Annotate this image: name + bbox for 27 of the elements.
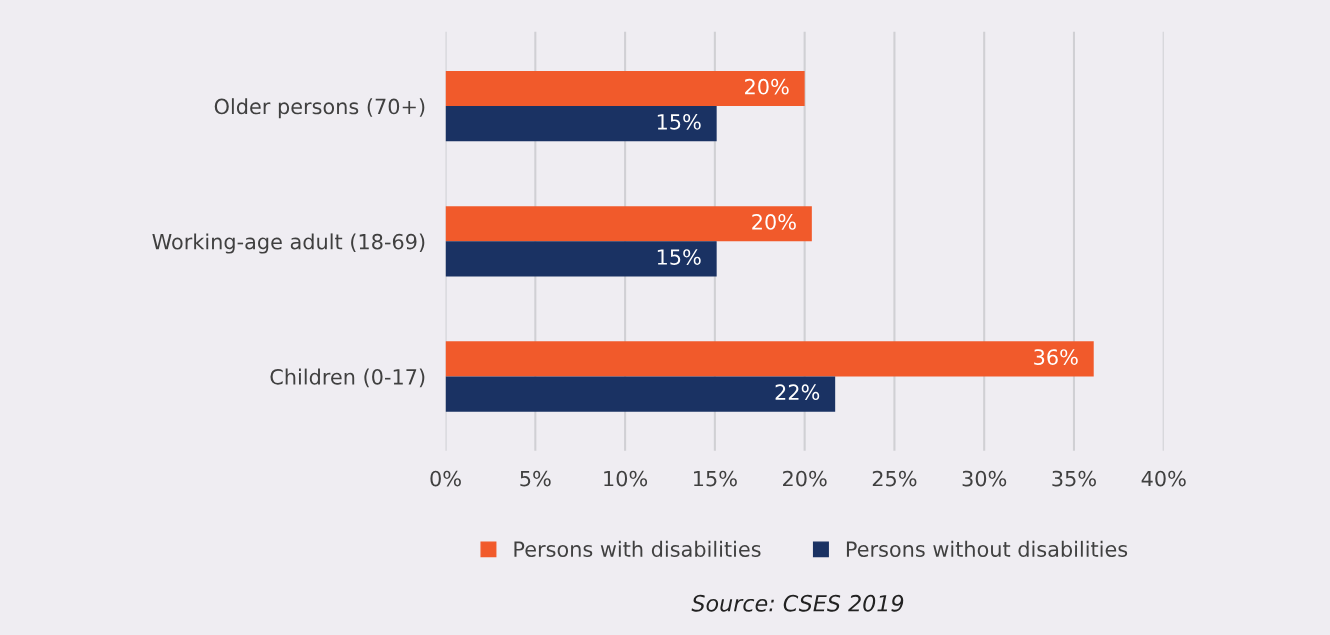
y-tick-label: Working-age adult (18-69)	[152, 233, 425, 254]
x-tick-label: 5%	[520, 470, 551, 487]
data-label: 36%	[1034, 349, 1078, 365]
x-tick-label: 20%	[783, 470, 827, 487]
y-tick-label: Older persons (70+)	[214, 98, 425, 119]
x-tick-label: 40%	[1141, 470, 1186, 487]
data-label: 20%	[752, 214, 796, 230]
bar	[445, 206, 812, 242]
bar	[445, 341, 1094, 377]
y-tick-label: Children (0-17)	[270, 368, 425, 388]
x-tick-label: 10%	[604, 470, 648, 487]
x-tick-label: 35%	[1052, 470, 1096, 487]
data-label: 22%	[775, 384, 820, 401]
bar	[445, 106, 717, 142]
x-tick-label: 30%	[962, 470, 1007, 487]
x-tick-label: 0%	[430, 470, 461, 487]
x-tick-label: 25%	[872, 470, 917, 487]
data-label: 15%	[657, 113, 701, 130]
data-label: 20%	[745, 78, 789, 95]
legend-label: Persons with disabilities	[514, 540, 761, 557]
legend-label: Persons without disabilities	[846, 540, 1128, 557]
bar	[445, 70, 805, 107]
bar	[445, 376, 836, 412]
source-note: Source: CSES 2019	[691, 594, 904, 612]
x-tick-label: 15%	[694, 470, 737, 487]
bar	[445, 241, 717, 277]
data-label: 15%	[657, 249, 701, 265]
